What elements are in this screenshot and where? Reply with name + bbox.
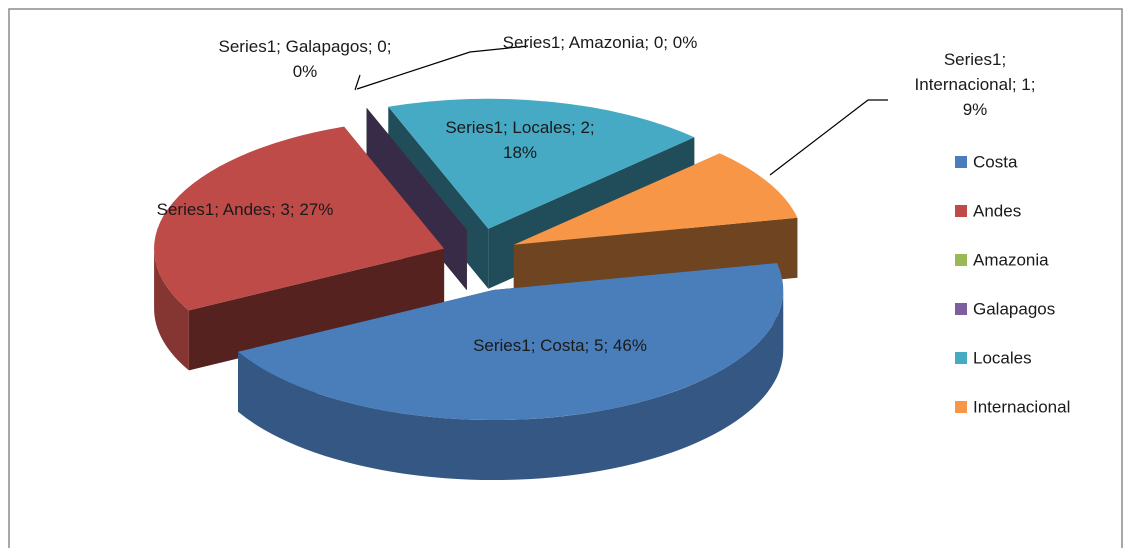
- leader-line: [356, 45, 529, 90]
- legend-swatch: [955, 205, 967, 217]
- data-label: Series1; Galapagos; 0; 0%: [218, 37, 392, 81]
- legend: Costa Andes Amazonia Galapagos Locales Intern…: [955, 152, 1070, 416]
- slice: [154, 126, 445, 371]
- data-label: Series1; Amazonia; 0; 0%: [502, 33, 698, 52]
- slice-wall: [188, 248, 445, 371]
- slice-side: [238, 290, 784, 481]
- legend-swatch: [955, 352, 967, 364]
- leader-line: [354, 74, 361, 91]
- legend-swatch: [955, 254, 967, 266]
- slice-top: [513, 153, 798, 245]
- legend-label: Andes: [973, 201, 1021, 220]
- slice: [366, 107, 467, 290]
- slice-top: [154, 126, 445, 311]
- legend-label: Costa: [973, 152, 1018, 171]
- legend-label: Locales: [973, 348, 1032, 367]
- slice-top: [238, 263, 784, 421]
- slice-top: [388, 98, 695, 229]
- pie: [154, 98, 798, 481]
- slice-top: [366, 107, 467, 230]
- legend-label: Internacional: [973, 397, 1070, 416]
- leader-line: [769, 99, 888, 176]
- data-label: Series1; Internacional; 1; 9%: [914, 50, 1036, 119]
- legend-label: Amazonia: [973, 250, 1049, 269]
- data-label: Series1; Locales; 2; 18%: [445, 118, 595, 162]
- legend-swatch: [955, 156, 967, 168]
- data-label: Series1; Andes; 3; 27%: [156, 200, 334, 219]
- data-label: Series1; Costa; 5; 46%: [473, 336, 647, 355]
- slice: [238, 263, 784, 481]
- legend-swatch: [955, 303, 967, 315]
- legend-swatch: [955, 401, 967, 413]
- slice-wall: [366, 107, 467, 290]
- chart-border: [8, 8, 1123, 548]
- legend-label: Galapagos: [973, 299, 1055, 318]
- slice-side: [154, 248, 189, 371]
